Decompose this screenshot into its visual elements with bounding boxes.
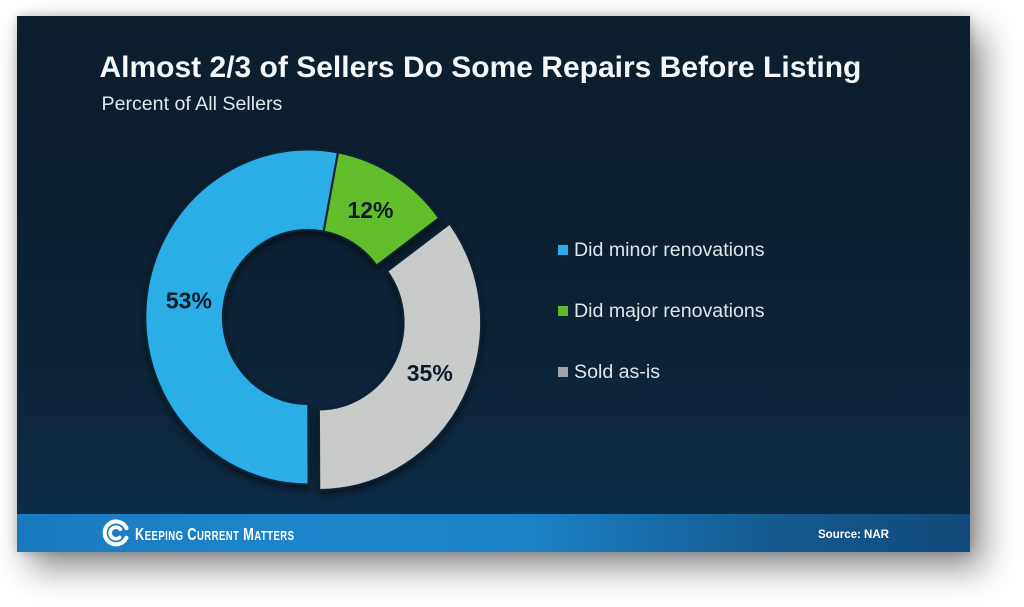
svg-text:35%: 35% bbox=[407, 360, 453, 386]
svg-text:53%: 53% bbox=[166, 288, 212, 314]
svg-text:12%: 12% bbox=[347, 197, 393, 223]
